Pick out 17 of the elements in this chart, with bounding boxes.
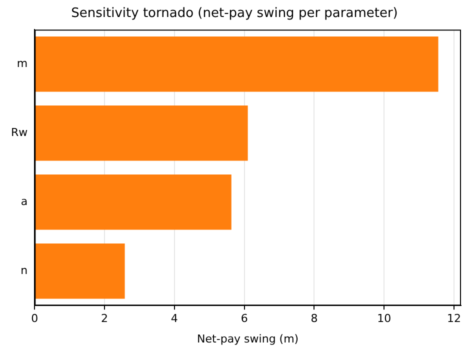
x-tick-label: 2 (101, 312, 108, 326)
y-tick-label: n (20, 264, 28, 277)
x-tick-label: 4 (170, 312, 178, 326)
x-tick-label: 8 (310, 312, 318, 326)
x-tick-label: 12 (447, 312, 462, 326)
x-tick-label: 6 (240, 312, 248, 326)
bar (35, 244, 125, 299)
y-tick-label: a (20, 194, 28, 208)
x-tick-label: 0 (31, 312, 38, 326)
bar (35, 106, 248, 161)
bar (35, 174, 232, 230)
x-axis-title: Net-pay swing (m) (197, 332, 299, 346)
x-tick-label: 10 (377, 312, 392, 326)
y-tick-label: m (16, 56, 28, 70)
y-tick-label: Rw (11, 126, 28, 139)
chart-title: Sensitivity tornado (net-pay swing per parameter) (71, 6, 398, 22)
bar (35, 36, 438, 92)
